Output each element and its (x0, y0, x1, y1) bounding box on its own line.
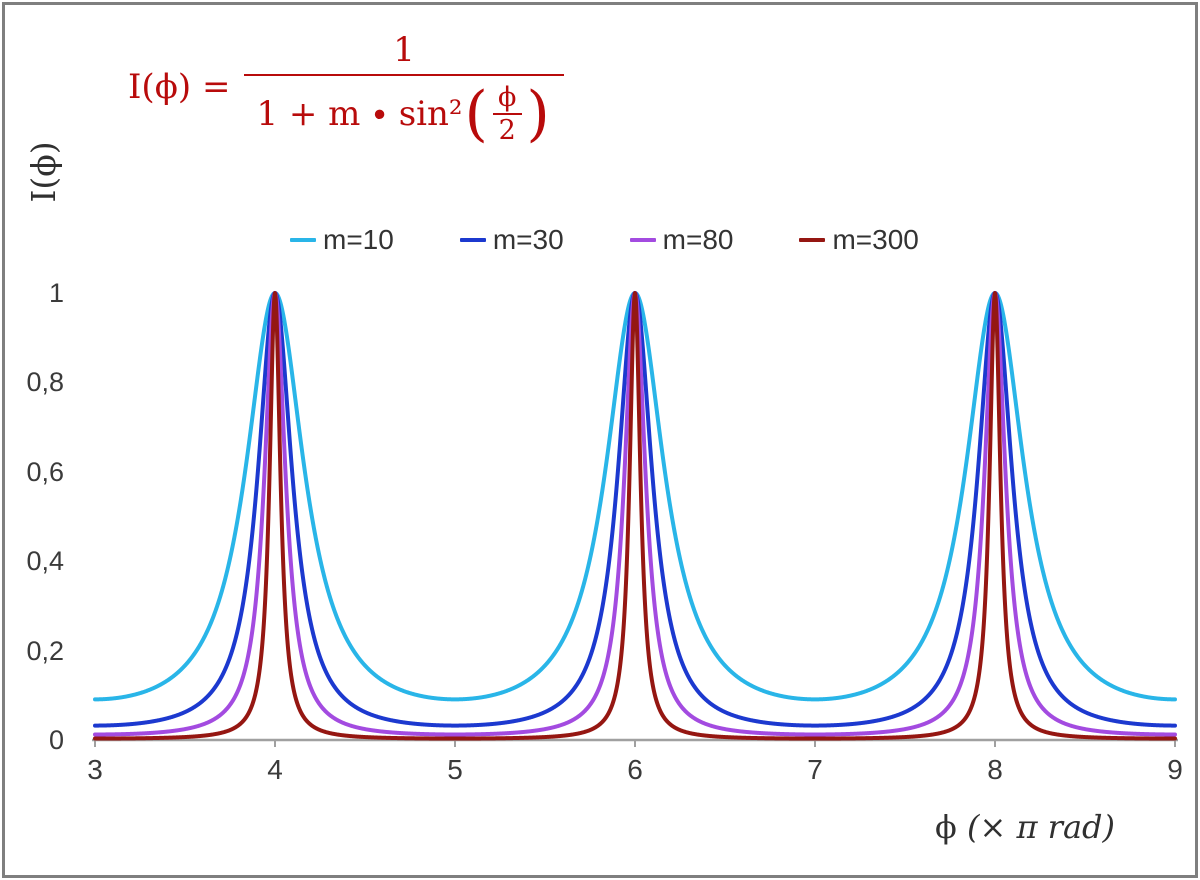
legend-label: m=30 (492, 224, 564, 255)
y-tick-label: 0,4 (26, 546, 64, 577)
inner-numerator: ϕ (497, 82, 517, 113)
x-tick-label: 6 (627, 754, 643, 785)
legend-line-swatch (290, 238, 316, 242)
legend-item-m300: m=300 (799, 224, 919, 256)
x-tick-label: 3 (87, 754, 103, 785)
formula-annotation: I(ϕ) = 1 1 + m ∙ sin² ( ϕ 2 ) (128, 30, 564, 144)
x-tick-label: 5 (447, 754, 463, 785)
legend-label: m=10 (323, 224, 394, 255)
x-tick-label: 4 (267, 754, 283, 785)
x-axis-title-units: (× π rad) (966, 808, 1115, 846)
inner-denominator: 2 (492, 113, 522, 144)
y-tick-label: 0,8 (26, 367, 64, 398)
legend-line-swatch (799, 238, 826, 242)
legend-line-swatch (459, 238, 486, 242)
y-tick-label: 0,2 (26, 635, 64, 666)
formula-numerator: 1 (393, 30, 415, 70)
formula-lhs: I(ϕ) = (128, 67, 231, 107)
y-axis-title: I(ϕ) (24, 141, 63, 203)
legend-item-m80: m=80 (629, 224, 734, 256)
open-paren: ( (464, 79, 488, 149)
x-tick-label: 9 (1167, 754, 1183, 785)
y-tick-label: 0 (48, 725, 64, 755)
formula-fraction: 1 1 + m ∙ sin² ( ϕ 2 ) (244, 30, 564, 149)
chart-legend: m=10 m=30 m=80 m=300 (290, 224, 919, 256)
legend-line-swatch (629, 238, 656, 242)
legend-label: m=80 (662, 224, 734, 255)
x-axis-title: ϕ (× π rad) (880, 808, 1170, 846)
x-tick-label: 7 (807, 754, 823, 785)
y-tick-label: 1 (48, 278, 64, 308)
formula-denominator: 1 + m ∙ sin² ( ϕ 2 ) (244, 74, 564, 149)
legend-item-m10: m=10 (290, 224, 394, 256)
inner-fraction: ϕ 2 (492, 84, 522, 144)
y-tick-label: 0,6 (26, 456, 64, 487)
formula-denominator-prefix: 1 + m ∙ sin² (256, 94, 463, 134)
x-tick-label: 8 (987, 754, 1003, 785)
legend-item-m30: m=30 (459, 224, 564, 256)
close-paren: ) (526, 79, 550, 149)
x-axis-title-phi: ϕ (935, 808, 967, 846)
legend-label: m=300 (832, 224, 919, 255)
